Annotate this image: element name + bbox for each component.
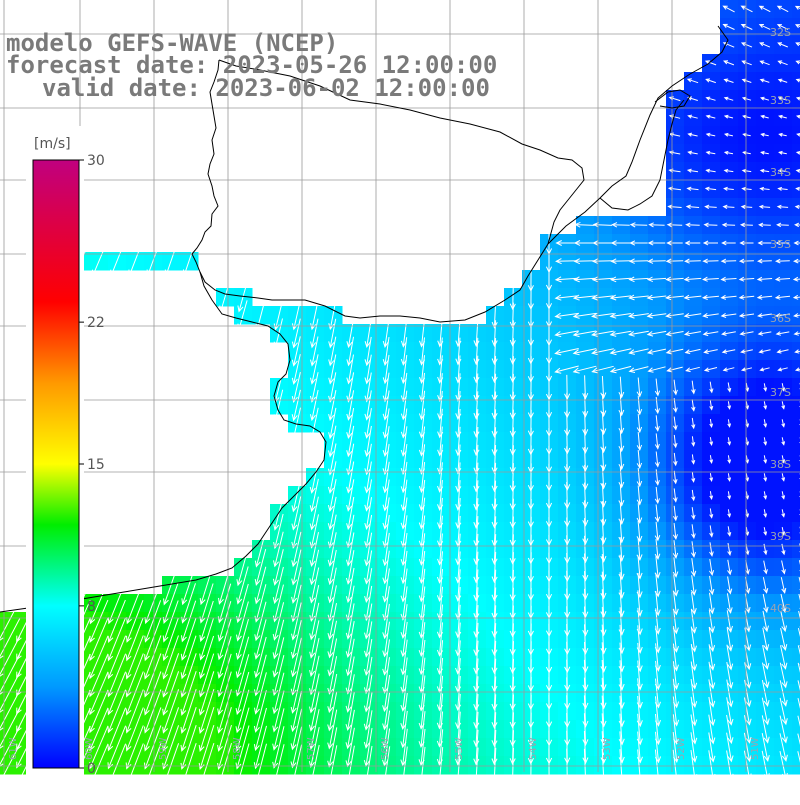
latitude-label: 32S xyxy=(770,26,791,39)
latitude-label: 34S xyxy=(770,166,791,179)
longitude-label: 61W xyxy=(8,737,19,760)
wind-cell xyxy=(792,396,800,415)
wind-cell xyxy=(792,414,800,433)
longitude-label: 59W xyxy=(158,737,169,760)
latitude-label: 35S xyxy=(770,238,791,251)
wind-cell xyxy=(792,378,800,397)
wind-speed-field xyxy=(0,0,800,775)
latitude-label: 39S xyxy=(770,530,791,543)
valid-date-title: valid date: 2023-06-02 12:00:00 xyxy=(42,76,490,100)
colorbar-gradient xyxy=(33,160,79,768)
latitude-label: 37S xyxy=(770,386,791,399)
longitude-label: 54W xyxy=(528,737,539,760)
wind-cell xyxy=(792,486,800,505)
wind-cell xyxy=(792,432,800,451)
wind-cell xyxy=(792,540,800,559)
wind-cell xyxy=(792,522,800,541)
latitude-label: 38S xyxy=(770,458,791,471)
wind-cell xyxy=(792,468,800,487)
latitude-label: 33S xyxy=(770,94,791,107)
latitude-label: 40S xyxy=(770,602,791,615)
colorbar-unit-label: [m/s] xyxy=(34,136,71,152)
latitude-label: 36S xyxy=(770,312,791,325)
longitude-label: 60W xyxy=(84,737,95,760)
wind-cell xyxy=(792,504,800,523)
longitude-label: 57W xyxy=(306,737,317,760)
wind-cell xyxy=(792,558,800,577)
wind-cell xyxy=(792,612,800,631)
wind-cell xyxy=(792,576,800,595)
wind-cell xyxy=(792,450,800,469)
colorbar-tick-label: 15 xyxy=(87,457,105,473)
longitude-label: 52W xyxy=(676,737,687,760)
longitude-label: 56W xyxy=(380,737,391,760)
longitude-label: 55W xyxy=(454,737,465,760)
wind-cell xyxy=(792,0,800,19)
longitude-label: 51W xyxy=(750,737,761,760)
longitude-label: 58W xyxy=(232,737,243,760)
colorbar-tick-label: 22 xyxy=(87,315,105,331)
colorbar-tick-label: 0 xyxy=(87,761,96,777)
wind-cell xyxy=(792,36,800,55)
colorbar-tick-label: 8 xyxy=(87,599,96,615)
wind-cell xyxy=(792,594,800,613)
wind-cell xyxy=(792,756,800,775)
longitude-label: 53W xyxy=(602,737,613,760)
colorbar-tick-label: 30 xyxy=(87,153,105,169)
